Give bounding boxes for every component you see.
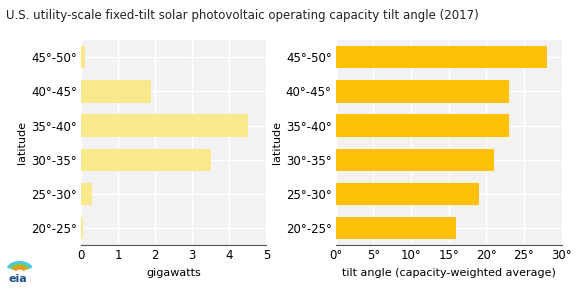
Text: U.S. utility-scale fixed-tilt solar photovoltaic operating capacity tilt angle (: U.S. utility-scale fixed-tilt solar phot… [6,9,478,22]
Bar [336,149,494,171]
Bar [81,114,248,137]
Bar [336,46,547,69]
Y-axis label: latitude: latitude [17,121,27,164]
Bar [81,46,85,69]
Y-axis label: latitude: latitude [272,121,281,164]
X-axis label: gigawatts: gigawatts [146,268,201,278]
Bar [81,183,92,205]
Bar [81,80,152,103]
Bar [81,217,83,239]
Bar [336,80,509,103]
X-axis label: tilt angle (capacity-weighted average): tilt angle (capacity-weighted average) [342,268,556,278]
Bar [336,114,509,137]
Bar [81,149,211,171]
Bar [336,183,479,205]
Bar [336,217,456,239]
Text: eia: eia [8,274,27,284]
